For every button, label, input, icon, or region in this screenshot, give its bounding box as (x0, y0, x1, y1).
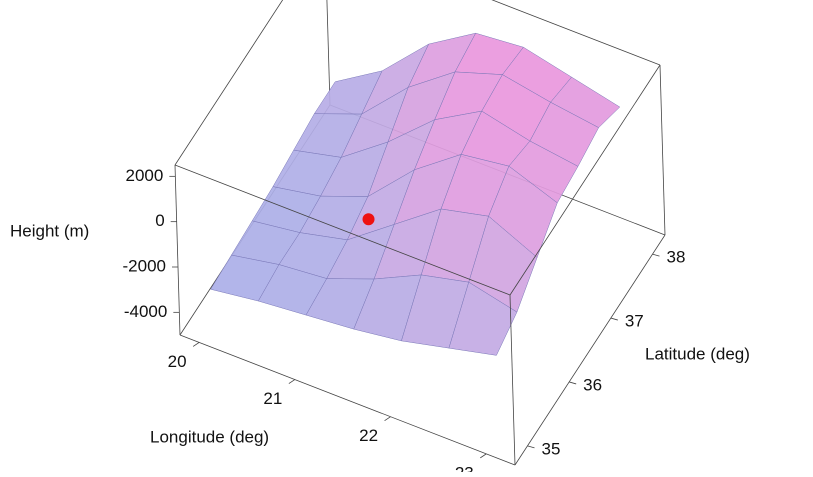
z-axis-label: Height (m) (10, 221, 89, 240)
y-tick-label: 35 (542, 439, 561, 458)
z-tick-label: 0 (155, 211, 164, 230)
box-edge (326, 0, 331, 106)
x-tick-label: 22 (359, 426, 378, 445)
box-edge (174, 0, 284, 166)
y-tick (527, 445, 535, 449)
box-edge (491, 0, 661, 66)
surface-patch (448, 281, 518, 356)
box-edge (174, 164, 511, 296)
box-edge (509, 294, 516, 466)
x-tick-label: 20 (168, 352, 187, 371)
z-tick-label: -4000 (124, 302, 167, 321)
x-tick (384, 416, 391, 422)
box-edge (514, 234, 666, 466)
z-tick-label: 2000 (126, 166, 164, 185)
box-edge (179, 334, 516, 466)
x-tick (288, 379, 296, 384)
y-tick-label: 36 (583, 375, 602, 394)
x-tick-label: 23 (455, 463, 474, 472)
box-edge (659, 64, 666, 236)
z-tick-label: -2000 (123, 256, 166, 275)
y-axis-label: Latitude (deg) (645, 344, 750, 363)
y-tick (610, 317, 618, 321)
y-tick-label: 38 (667, 248, 686, 267)
y-tick (652, 253, 660, 257)
x-tick-label: 21 (263, 389, 282, 408)
x-tick (480, 453, 487, 459)
box-edge (509, 64, 661, 296)
location-point (362, 213, 375, 226)
y-tick-label: 37 (625, 312, 644, 331)
box-edge (174, 164, 181, 336)
x-axis-label: Longitude (deg) (150, 427, 269, 446)
y-tick (569, 381, 577, 385)
x-tick (192, 342, 200, 347)
